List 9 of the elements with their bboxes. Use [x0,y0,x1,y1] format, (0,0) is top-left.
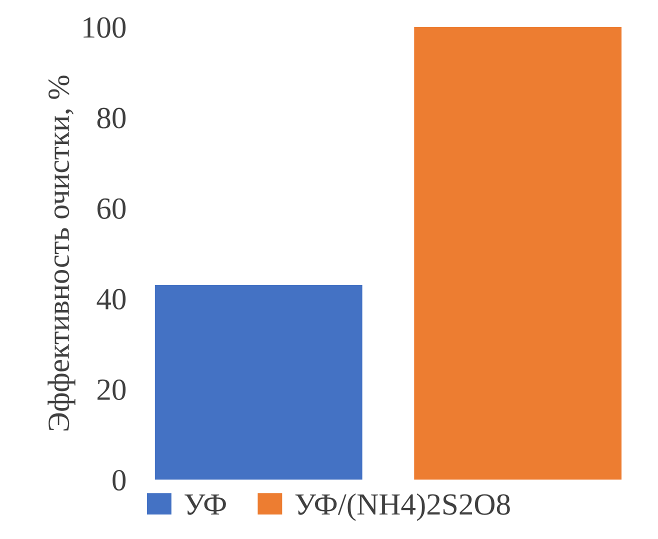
y-tick-label: 100 [84,17,126,38]
legend-label: УФ [184,494,226,515]
y-tick-label: 0 [112,470,126,491]
y-tick-label: 40 [96,288,126,310]
y-axis-title: Эффективность очистки, % [48,76,76,430]
y-tick-label: 60 [97,198,126,219]
legend-label: УФ/(NH4)2S2O8 [295,493,510,522]
y-tick-label: 80 [97,108,126,128]
y-tick-label: 20 [98,379,126,400]
